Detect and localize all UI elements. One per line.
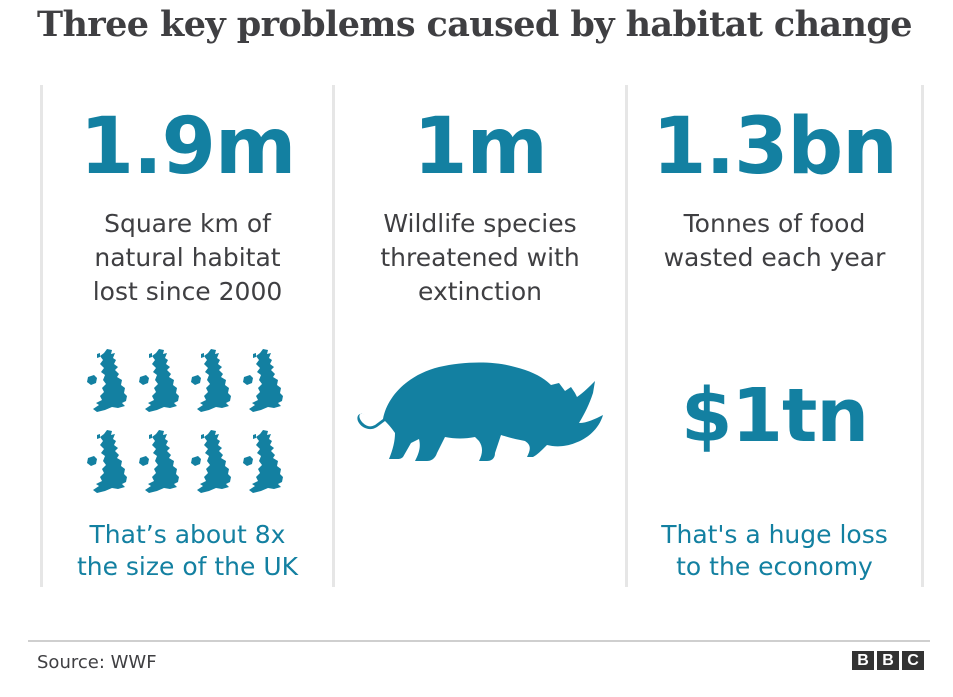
uk-map-icon xyxy=(137,348,181,414)
rhino-icon xyxy=(357,362,603,461)
note-line: the size of the UK xyxy=(76,552,299,581)
description-line: Square km of xyxy=(104,209,271,238)
description-line: threatened with xyxy=(380,243,580,272)
bbc-logo: B B C xyxy=(852,651,924,670)
uk-map-icon xyxy=(189,348,233,414)
stat-figure: 1.9m xyxy=(79,102,296,192)
description-line: extinction xyxy=(418,277,542,306)
logo-block: C xyxy=(902,651,924,670)
description-line: Tonnes of food xyxy=(683,209,866,238)
uk-map-icon xyxy=(85,348,129,414)
description-line: wasted each year xyxy=(663,243,886,272)
footer-divider xyxy=(28,640,930,642)
stat-note: That’s about 8x the size of the UK xyxy=(43,519,332,583)
uk-map-icon xyxy=(137,429,181,495)
note-line: That's a huge loss xyxy=(661,520,888,549)
secondary-figure: $1tn xyxy=(680,373,869,459)
stat-panel-species: 1m Wildlife species threatened with exti… xyxy=(335,85,628,587)
description-line: lost since 2000 xyxy=(92,277,283,306)
uk-map-grid xyxy=(85,348,285,496)
description-line: Wildlife species xyxy=(383,209,577,238)
stat-description: Square km of natural habitat lost since … xyxy=(43,207,332,309)
logo-block: B xyxy=(852,651,874,670)
stat-description: Wildlife species threatened with extinct… xyxy=(335,207,625,309)
uk-map-icon xyxy=(85,429,129,495)
stat-figure: 1m xyxy=(413,102,548,192)
stat-panel-food: 1.3bn Tonnes of food wasted each year $1… xyxy=(628,85,924,587)
note-line: to the economy xyxy=(676,552,873,581)
uk-map-icon xyxy=(241,348,285,414)
stat-panel-habitat: 1.9m Square km of natural habitat lost s… xyxy=(40,85,335,587)
source-label: Source: WWF xyxy=(37,652,157,673)
logo-block: B xyxy=(877,651,899,670)
stat-description: Tonnes of food wasted each year xyxy=(628,207,921,275)
note-line: That’s about 8x xyxy=(89,520,286,549)
uk-map-icon xyxy=(241,429,285,495)
uk-map-icon xyxy=(189,429,233,495)
stat-note: That's a huge loss to the economy xyxy=(628,519,921,583)
chart-title: Three key problems caused by habitat cha… xyxy=(37,4,912,45)
stat-figure: 1.3bn xyxy=(652,102,898,192)
description-line: natural habitat xyxy=(94,243,281,272)
